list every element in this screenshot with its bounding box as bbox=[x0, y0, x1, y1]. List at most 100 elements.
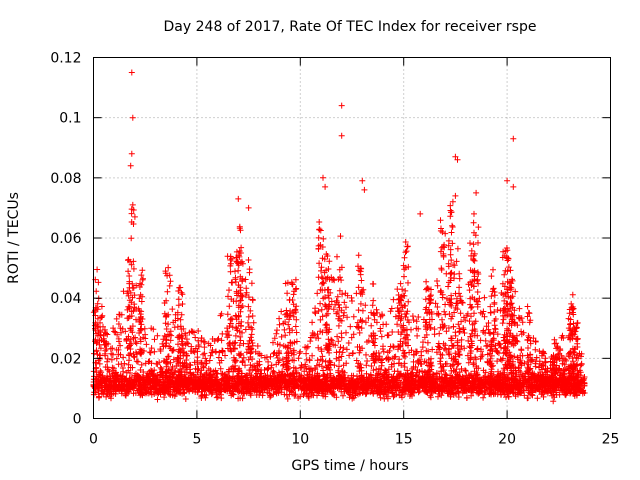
data-point bbox=[314, 389, 320, 396]
data-point bbox=[290, 291, 297, 298]
data-point bbox=[247, 350, 254, 357]
data-point bbox=[320, 279, 326, 286]
data-point bbox=[334, 333, 341, 340]
data-point bbox=[440, 250, 447, 257]
data-point bbox=[171, 371, 177, 378]
data-point bbox=[403, 310, 410, 317]
data-point bbox=[148, 378, 155, 385]
data-point bbox=[440, 323, 447, 330]
data-point bbox=[231, 383, 238, 390]
data-point bbox=[370, 367, 377, 374]
data-point bbox=[219, 330, 226, 337]
data-point bbox=[405, 342, 411, 349]
data-point bbox=[284, 371, 291, 378]
data-point bbox=[414, 348, 420, 355]
data-point bbox=[273, 390, 280, 397]
data-point bbox=[233, 324, 239, 331]
data-point bbox=[337, 344, 344, 351]
data-point bbox=[496, 386, 503, 393]
data-point bbox=[369, 302, 376, 309]
data-point bbox=[97, 328, 104, 335]
data-point bbox=[446, 279, 452, 286]
data-point bbox=[245, 346, 252, 353]
data-point bbox=[494, 358, 501, 365]
data-point bbox=[321, 256, 328, 263]
data-point bbox=[410, 358, 417, 365]
data-point bbox=[118, 390, 125, 397]
data-point bbox=[133, 358, 140, 365]
data-point bbox=[309, 391, 315, 398]
data-point bbox=[445, 346, 452, 353]
data-point bbox=[267, 353, 274, 360]
data-point bbox=[128, 235, 135, 242]
data-point bbox=[495, 368, 501, 375]
data-point bbox=[444, 375, 450, 382]
data-point bbox=[124, 382, 131, 389]
data-point bbox=[403, 388, 410, 395]
data-point bbox=[98, 303, 105, 310]
data-point bbox=[292, 323, 299, 330]
data-point bbox=[368, 363, 375, 369]
data-point bbox=[448, 257, 455, 264]
data-point bbox=[458, 384, 465, 391]
data-point bbox=[125, 303, 132, 310]
data-point bbox=[258, 370, 265, 377]
data-point bbox=[474, 345, 481, 352]
data-point bbox=[468, 388, 475, 395]
data-point bbox=[179, 340, 185, 347]
data-point bbox=[125, 257, 131, 264]
data-point bbox=[355, 307, 362, 314]
data-point bbox=[178, 326, 185, 333]
data-point bbox=[289, 377, 296, 384]
data-point bbox=[227, 375, 234, 382]
data-point bbox=[558, 387, 565, 394]
data-point bbox=[415, 360, 422, 367]
data-point bbox=[267, 379, 274, 386]
data-point bbox=[95, 324, 102, 331]
data-point bbox=[370, 339, 377, 346]
data-point bbox=[373, 306, 380, 313]
data-point bbox=[315, 377, 322, 384]
data-point bbox=[362, 319, 369, 326]
data-point bbox=[181, 390, 188, 397]
data-point bbox=[200, 338, 207, 345]
data-point bbox=[236, 225, 243, 232]
data-point bbox=[470, 389, 476, 396]
data-point bbox=[224, 253, 231, 260]
data-point bbox=[290, 373, 297, 380]
data-point bbox=[295, 355, 302, 362]
data-point bbox=[414, 332, 421, 339]
data-point bbox=[384, 385, 391, 391]
data-point bbox=[413, 318, 420, 325]
data-point bbox=[355, 323, 362, 330]
data-point bbox=[343, 346, 350, 353]
data-point bbox=[479, 352, 486, 358]
data-point bbox=[494, 373, 501, 380]
data-point bbox=[334, 253, 340, 260]
data-point bbox=[373, 356, 380, 363]
data-point bbox=[439, 229, 446, 236]
data-point bbox=[140, 384, 147, 391]
data-point bbox=[570, 390, 577, 396]
data-point bbox=[183, 336, 190, 343]
data-point bbox=[247, 385, 254, 392]
data-point bbox=[277, 378, 284, 385]
data-point bbox=[536, 348, 543, 355]
data-point bbox=[206, 371, 213, 378]
data-point bbox=[112, 369, 119, 376]
data-point bbox=[94, 323, 101, 330]
data-point bbox=[246, 370, 253, 377]
data-point bbox=[163, 326, 170, 332]
data-point bbox=[236, 248, 243, 254]
data-point bbox=[151, 379, 158, 386]
data-point bbox=[358, 372, 365, 379]
data-point bbox=[428, 292, 434, 299]
data-point bbox=[249, 313, 256, 319]
data-point bbox=[236, 367, 243, 374]
data-point bbox=[477, 337, 484, 344]
data-point bbox=[128, 261, 135, 268]
data-point bbox=[270, 339, 276, 346]
data-point bbox=[445, 242, 452, 249]
data-point bbox=[494, 307, 501, 313]
data-point bbox=[332, 342, 339, 349]
